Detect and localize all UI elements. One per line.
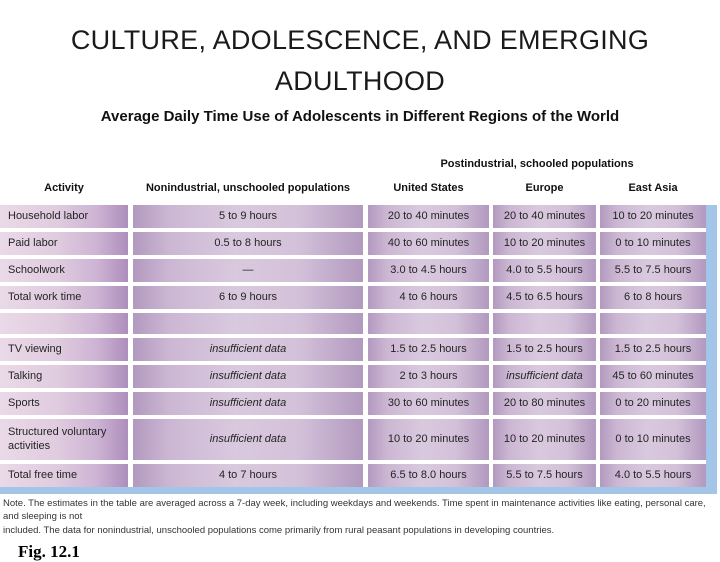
- spacer-cell: [493, 313, 596, 334]
- table-row: Total free time 4 to 7 hours 6.5 to 8.0 …: [0, 464, 706, 487]
- time-use-table: Postindustrial, schooled populations Act…: [0, 158, 720, 562]
- value-cell: 4.5 to 6.5 hours: [493, 286, 596, 309]
- table-row: Paid labor 0.5 to 8 hours 40 to 60 minut…: [0, 232, 706, 255]
- table-row: Sports insufficient data 30 to 60 minute…: [0, 392, 706, 415]
- value-cell: 1.5 to 2.5 hours: [493, 338, 596, 361]
- table-note-line-1: Note. The estimates in the table are ave…: [3, 498, 706, 523]
- value-cell: 20 to 40 minutes: [368, 205, 489, 228]
- value-cell: 1.5 to 2.5 hours: [368, 338, 489, 361]
- activity-cell: Total free time: [0, 464, 128, 487]
- activity-cell: Schoolwork: [0, 259, 128, 282]
- slide: CULTURE, ADOLESCENCE, AND EMERGING ADULT…: [0, 20, 720, 562]
- column-header-activity: Activity: [44, 182, 84, 194]
- spacer-row: [0, 313, 706, 334]
- value-cell: 4.0 to 5.5 hours: [600, 464, 706, 487]
- value-cell: 20 to 80 minutes: [493, 392, 596, 415]
- value-cell: 10 to 20 minutes: [368, 419, 489, 460]
- spacer-cell: [368, 313, 489, 334]
- column-header-row: Activity Nonindustrial, unschooled popul…: [0, 180, 720, 196]
- value-cell: insufficient data: [133, 338, 363, 361]
- activity-cell: Total work time: [0, 286, 128, 309]
- table-row: Schoolwork — 3.0 to 4.5 hours 4.0 to 5.5…: [0, 259, 706, 282]
- column-header-nonindustrial: Nonindustrial, unschooled populations: [145, 182, 351, 194]
- spacer-cell: [600, 313, 706, 334]
- group-column-header: Postindustrial, schooled populations: [440, 158, 634, 170]
- page-title-line-2: ADULTHOOD: [274, 65, 446, 96]
- value-cell: 5 to 9 hours: [133, 205, 363, 228]
- spacer-cell: [0, 313, 128, 334]
- table-note: Note. The estimates in the table are ave…: [0, 497, 715, 537]
- table-row: Structured voluntary activities insuffic…: [0, 419, 706, 460]
- table-row: Household labor 5 to 9 hours 20 to 40 mi…: [0, 205, 706, 228]
- value-cell: 5.5 to 7.5 hours: [600, 259, 706, 282]
- activity-cell: Structured voluntary activities: [0, 419, 128, 460]
- column-header-europe: Europe: [525, 182, 564, 194]
- value-cell: 3.0 to 4.5 hours: [368, 259, 489, 282]
- value-cell: 0 to 10 minutes: [600, 419, 706, 460]
- value-cell: 4 to 6 hours: [368, 286, 489, 309]
- slide-subtitle: Average Daily Time Use of Adolescents in…: [100, 108, 620, 125]
- table-row: TV viewing insufficient data 1.5 to 2.5 …: [0, 338, 706, 361]
- value-cell: —: [133, 259, 363, 282]
- value-cell: insufficient data: [133, 365, 363, 388]
- value-cell: 0 to 10 minutes: [600, 232, 706, 255]
- value-cell: 5.5 to 7.5 hours: [493, 464, 596, 487]
- activity-cell: Sports: [0, 392, 128, 415]
- activity-cell: Household labor: [0, 205, 128, 228]
- table-body: Household labor 5 to 9 hours 20 to 40 mi…: [0, 205, 717, 494]
- activity-cell: Talking: [0, 365, 128, 388]
- value-cell: 4 to 7 hours: [133, 464, 363, 487]
- column-header-united-states: United States: [393, 182, 464, 194]
- value-cell: 0.5 to 8 hours: [133, 232, 363, 255]
- value-cell: insufficient data: [133, 392, 363, 415]
- value-cell: 20 to 40 minutes: [493, 205, 596, 228]
- figure-label: Fig. 12.1: [18, 541, 80, 561]
- table-note-line-2: included. The data for nonindustrial, un…: [3, 524, 555, 536]
- table-row: Talking insufficient data 2 to 3 hours i…: [0, 365, 706, 388]
- value-cell: 1.5 to 2.5 hours: [600, 338, 706, 361]
- value-cell: insufficient data: [133, 419, 363, 460]
- value-cell: 0 to 20 minutes: [600, 392, 706, 415]
- value-cell: 6 to 9 hours: [133, 286, 363, 309]
- value-cell: 10 to 20 minutes: [600, 205, 706, 228]
- value-cell: 2 to 3 hours: [368, 365, 489, 388]
- activity-cell: TV viewing: [0, 338, 128, 361]
- value-cell: 10 to 20 minutes: [493, 419, 596, 460]
- column-header-east-asia: East Asia: [628, 182, 678, 194]
- value-cell: 6.5 to 8.0 hours: [368, 464, 489, 487]
- value-cell: 4.0 to 5.5 hours: [493, 259, 596, 282]
- value-cell: 6 to 8 hours: [600, 286, 706, 309]
- table-row: Total work time 6 to 9 hours 4 to 6 hour…: [0, 286, 706, 309]
- page-title: CULTURE, ADOLESCENCE, AND EMERGING ADULT…: [0, 20, 720, 101]
- value-cell: 45 to 60 minutes: [600, 365, 706, 388]
- spacer-cell: [133, 313, 363, 334]
- value-cell: 10 to 20 minutes: [493, 232, 596, 255]
- value-cell: 40 to 60 minutes: [368, 232, 489, 255]
- activity-cell: Paid labor: [0, 232, 128, 255]
- value-cell: insufficient data: [493, 365, 596, 388]
- value-cell: 30 to 60 minutes: [368, 392, 489, 415]
- page-title-line-1: CULTURE, ADOLESCENCE, AND EMERGING: [70, 25, 650, 55]
